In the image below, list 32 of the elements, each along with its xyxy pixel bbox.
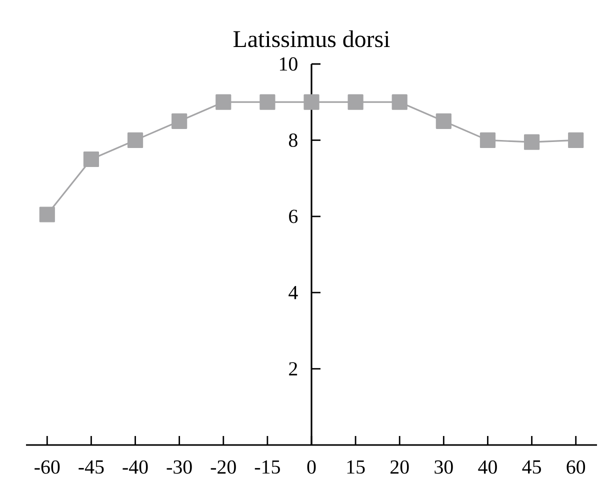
point	[392, 94, 408, 110]
x-tick-label: -20	[210, 460, 236, 474]
y-tick-label: 4	[288, 286, 298, 300]
point	[127, 132, 144, 148]
x-tick-label: 0	[307, 460, 316, 474]
point	[216, 94, 232, 110]
y-tick-label: 8	[288, 133, 298, 147]
point	[436, 113, 452, 129]
x-tick-label: 15	[347, 460, 365, 474]
x-tick-label: -40	[122, 460, 148, 474]
point	[39, 206, 55, 222]
x-tick-label: -15	[254, 460, 280, 474]
x-tick-label: -45	[78, 460, 104, 474]
x-tick-label: 20	[390, 460, 409, 474]
y-tick-label: 6	[289, 210, 298, 224]
x-tick-label: -30	[166, 460, 192, 474]
x-tick-label: 30	[434, 460, 453, 474]
x-tick-label: 60	[566, 460, 586, 474]
point	[172, 113, 188, 129]
point	[568, 132, 584, 148]
x-tick-label: 45	[522, 460, 541, 474]
point	[524, 134, 540, 150]
point	[304, 94, 320, 110]
point	[260, 94, 276, 110]
y-tick-label: 2	[289, 362, 298, 376]
x-tick-label: 40	[478, 460, 497, 474]
chart-title: Latissimus dorsi	[233, 30, 390, 48]
y-tick-label: 10	[280, 57, 298, 71]
x-tick-label: -60	[34, 460, 60, 474]
point	[480, 132, 496, 148]
point	[83, 151, 100, 168]
point	[348, 94, 364, 110]
